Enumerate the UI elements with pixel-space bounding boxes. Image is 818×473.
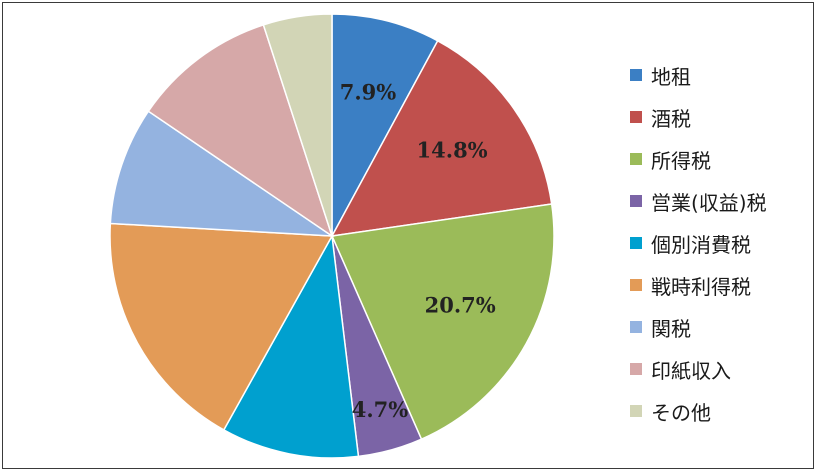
- chart-legend: 地租酒税所得税営業(収益)税 個別消費税戦時利得税関税印紙収入その他: [630, 54, 767, 432]
- legend-item: 営業(収益)税: [630, 180, 767, 222]
- legend-label: 個別消費税: [651, 232, 751, 257]
- pie-slice: [330, 39, 553, 237]
- legend-item: 地租: [630, 54, 767, 96]
- legend-swatch: [630, 279, 642, 291]
- legend-item: その他: [630, 390, 767, 432]
- legend-swatch: [630, 405, 642, 417]
- legend-swatch: [630, 195, 642, 207]
- slice-data-label: 7.9%: [340, 80, 397, 105]
- legend-swatch: [630, 363, 642, 375]
- legend-item: 関税: [630, 306, 767, 348]
- legend-swatch: [630, 237, 642, 249]
- pie-slice: [331, 13, 439, 237]
- pie-slice: [109, 110, 335, 237]
- pie-labels: 7.9% 14.8% 20.7% 4.7%: [340, 80, 496, 423]
- legend-swatch: [630, 111, 642, 123]
- pie-slice: [222, 233, 360, 459]
- slice-data-label: 20.7%: [425, 293, 496, 318]
- legend-item: 個別消費税: [630, 222, 767, 264]
- legend-label: 関税: [651, 316, 691, 341]
- pie-slice: [262, 13, 333, 237]
- legend-item: 酒税: [630, 96, 767, 138]
- pie-slice: [109, 222, 334, 431]
- legend-swatch: [630, 153, 642, 165]
- legend-label: 所得税: [651, 148, 711, 173]
- legend-label: 営業(収益)税: [651, 190, 767, 215]
- legend-label: その他: [651, 400, 711, 425]
- legend-swatch: [630, 69, 642, 81]
- legend-item: 所得税: [630, 138, 767, 180]
- slice-data-label: 14.8%: [417, 138, 488, 163]
- pie-slice: [147, 23, 334, 238]
- slice-data-label: 4.7%: [352, 397, 409, 422]
- legend-label: 戦時利得税: [651, 274, 751, 299]
- legend-item: 戦時利得税: [630, 264, 767, 306]
- legend-label: 酒税: [651, 106, 691, 131]
- legend-label: 地租: [651, 64, 691, 89]
- legend-swatch: [630, 321, 642, 333]
- pie-slices: [109, 13, 555, 459]
- legend-label: 印紙収入: [651, 358, 731, 383]
- legend-item: 印紙収入: [630, 348, 767, 390]
- pie-slice: [330, 203, 555, 441]
